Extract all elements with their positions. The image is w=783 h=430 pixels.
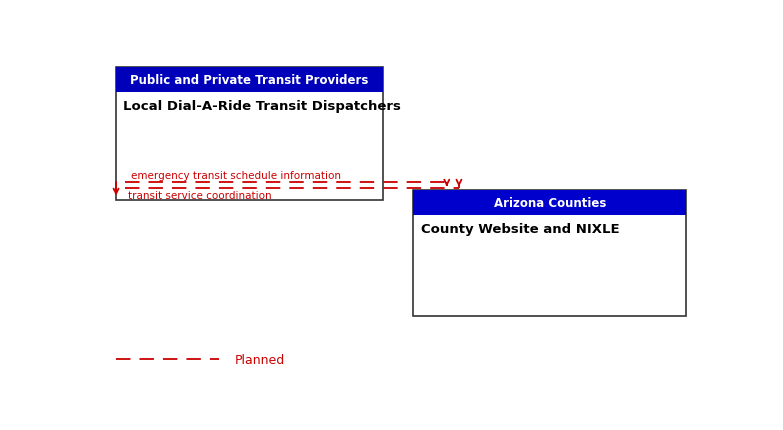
Text: transit service coordination: transit service coordination	[128, 190, 272, 201]
Text: Arizona Counties: Arizona Counties	[494, 197, 606, 209]
Bar	[413, 190, 687, 316]
Text: Public and Private Transit Providers: Public and Private Transit Providers	[131, 74, 369, 87]
Bar	[413, 190, 687, 215]
Bar	[116, 68, 383, 200]
Text: emergency transit schedule information: emergency transit schedule information	[132, 171, 341, 181]
Bar	[116, 68, 383, 93]
Text: Planned: Planned	[234, 353, 285, 366]
Text: Local Dial-A-Ride Transit Dispatchers: Local Dial-A-Ride Transit Dispatchers	[124, 100, 401, 113]
Text: County Website and NIXLE: County Website and NIXLE	[420, 222, 619, 235]
